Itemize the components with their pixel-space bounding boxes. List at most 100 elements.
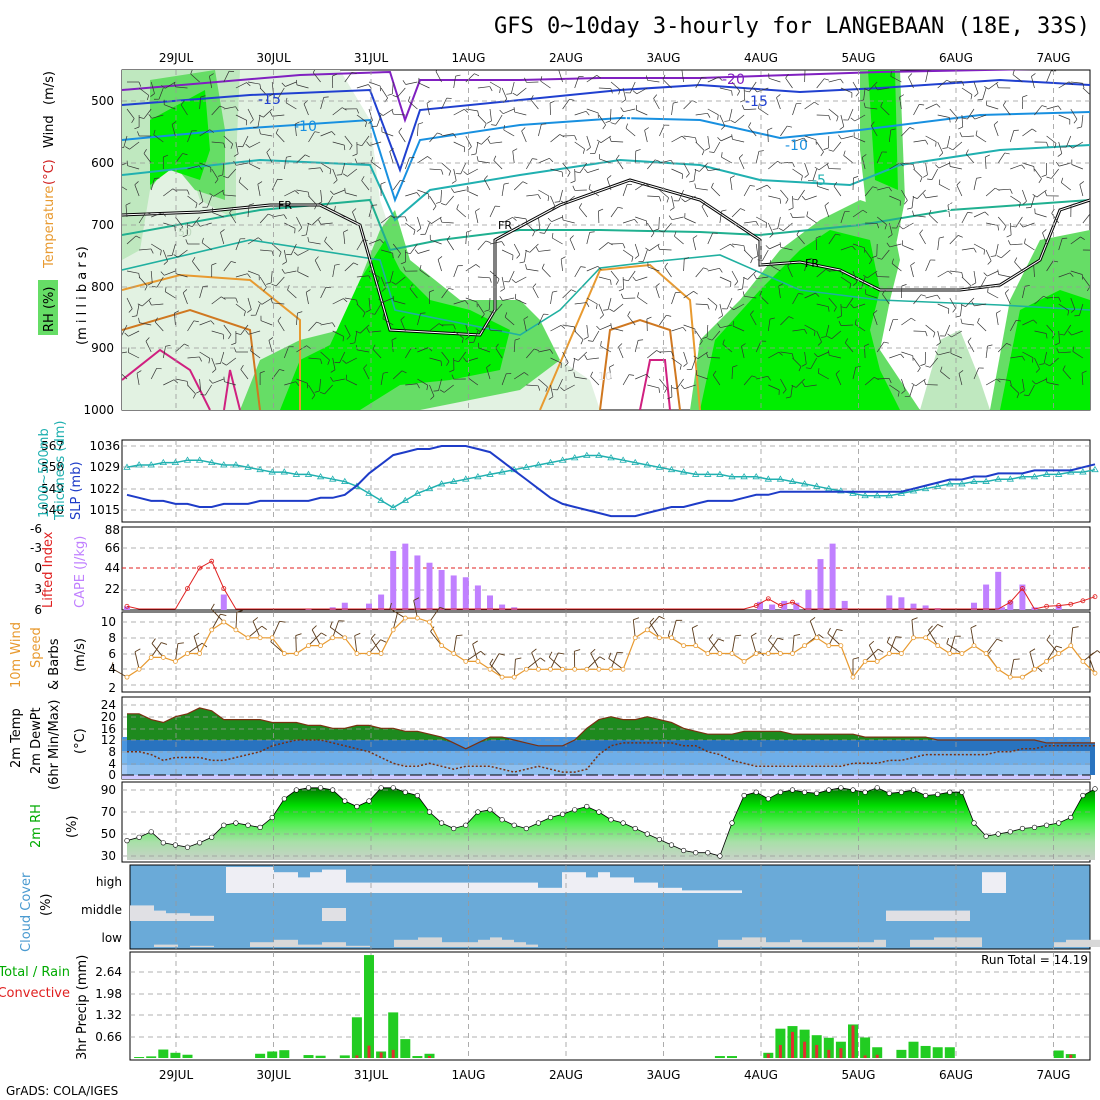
wind-barb-feather: [235, 332, 241, 335]
thickness-marker: [135, 461, 143, 468]
wind-barb-feather: [219, 105, 225, 109]
wind-barb-feather: [898, 225, 904, 230]
wind-barb: [128, 352, 140, 359]
wind-barb-feather: [974, 93, 979, 97]
wind-barb-feather: [765, 222, 768, 228]
rh-marker: [414, 792, 421, 799]
wind-barb-feather: [976, 177, 982, 179]
wind-barb-feather: [637, 292, 639, 298]
wind-barb-feather: [548, 396, 554, 400]
wind-barb: [552, 237, 563, 245]
wind-barb: [870, 125, 878, 137]
wind-barb-feather: [349, 342, 355, 345]
temp-ylabel-3: (6hr Min/Max): [47, 700, 62, 790]
wind-barb-feather: [110, 662, 114, 669]
wind-barb: [816, 78, 825, 89]
wind-barb: [1009, 659, 1015, 678]
wind-tick: 10: [101, 615, 116, 629]
wind-barb-feather: [928, 70, 932, 71]
wind-barb: [1034, 168, 1042, 179]
wind-barb: [259, 276, 267, 288]
pressure-level-label: 600: [91, 156, 114, 170]
wind-barb-feather: [644, 127, 649, 131]
wind-barb: [513, 659, 516, 678]
contour-labels: -20 -15 -15 -10 -10 -5 FR FR FR 0 0 50 1…: [178, 72, 952, 383]
wind-barb: [277, 87, 285, 99]
wind-barb: [247, 81, 260, 85]
thickness-marker: [534, 461, 543, 468]
wind-barb-feather: [632, 90, 638, 95]
wind-barb-feather: [900, 353, 905, 359]
wind-barb: [284, 270, 297, 274]
wind-barb-feather: [1079, 181, 1085, 185]
thickness-marker: [570, 454, 579, 461]
wind-barb-feather: [364, 121, 367, 127]
rh-marker: [184, 844, 191, 850]
wind-barb-feather: [498, 653, 505, 656]
rh-marker: [826, 787, 832, 793]
wind-barb-feather: [211, 262, 217, 266]
precip-total-bar: [364, 955, 374, 1058]
wind-barb-feather: [329, 169, 332, 175]
precip-ylabel-2: Convective: [0, 986, 70, 1001]
wind-barb-feather: [466, 230, 472, 233]
wind-barb: [343, 232, 346, 245]
wind-barb: [453, 189, 466, 193]
wind-barb: [475, 141, 479, 154]
wind-barb-feather: [1054, 342, 1060, 346]
wind-barb: [818, 372, 829, 380]
wind-barb: [960, 303, 963, 316]
wind-barb-feather: [354, 632, 361, 637]
wind-barb-feather: [717, 323, 721, 328]
wind-barb-feather: [397, 253, 401, 258]
wind-barb-feather: [758, 150, 764, 152]
cloud-cell: [370, 882, 382, 893]
cape-bar: [757, 601, 763, 610]
cloud-layer-middle: middle: [81, 903, 122, 917]
cloud-cell: [442, 882, 454, 893]
wind-barb-feather: [343, 298, 348, 303]
wind-barb-feather: [506, 93, 512, 95]
wind-barb-feather: [1029, 648, 1036, 653]
thickness-marker: [280, 468, 289, 475]
wind-barb: [526, 222, 535, 232]
cloud-cell: [706, 890, 718, 893]
wind-barb-feather: [1014, 257, 1018, 263]
wind-barb: [792, 195, 794, 209]
wind-barb: [655, 286, 660, 299]
wind-barb-feather: [925, 139, 929, 145]
wind-barb: [541, 268, 551, 278]
wind-barb: [126, 270, 139, 274]
cape-bar: [220, 594, 227, 610]
wind-barb: [913, 215, 926, 218]
wind-barb: [308, 321, 317, 332]
wind-barb-feather: [484, 309, 490, 312]
thickness-marker: [861, 492, 869, 499]
wind-barb: [314, 260, 321, 272]
wind-barb-feather: [967, 212, 973, 214]
wind-barb: [594, 141, 600, 154]
thickness-marker: [268, 468, 276, 475]
wind-barb-feather: [484, 175, 488, 180]
wind-barb-feather: [987, 344, 993, 347]
rh-marker: [995, 831, 1001, 837]
wind-barb: [512, 151, 515, 164]
wind-barb-feather: [908, 73, 913, 78]
wind-barb: [523, 319, 527, 332]
wind-barb-feather: [210, 320, 215, 325]
wind-barb-feather: [341, 107, 347, 111]
wind-barb-feather: [742, 277, 748, 280]
wind-barb-feather: [779, 198, 782, 204]
wind-barb-feather: [235, 106, 239, 112]
wind-barb: [984, 157, 987, 170]
precip-convective-bar: [875, 1054, 879, 1058]
wind-barb-feather: [741, 104, 745, 110]
wind-speed-marker: [414, 615, 420, 621]
wind-barb: [164, 270, 176, 276]
wind-barb: [247, 625, 263, 639]
wind-barb-feather: [990, 255, 996, 257]
wind-barb: [671, 135, 683, 143]
rh-marker: [475, 809, 481, 815]
wind-speed-marker: [1092, 670, 1098, 676]
wind-barb-feather: [583, 336, 589, 340]
